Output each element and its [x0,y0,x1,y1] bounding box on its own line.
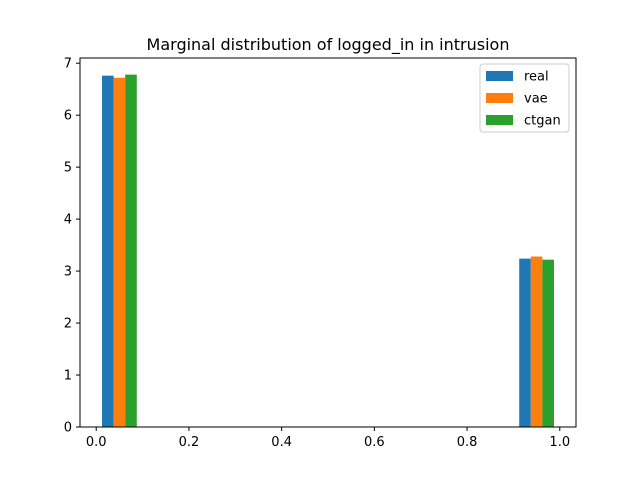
bar-ctgan-0 [125,74,137,427]
y-tick-label: 2 [64,317,72,332]
legend-swatch-ctgan [486,115,513,125]
bar-real-0 [102,75,114,428]
legend: real vae ctgan [479,63,570,133]
legend-swatch-real [486,71,513,81]
axes-layer: 0.0 0.2 0.4 0.6 0.8 1.0 0 1 2 3 4 5 6 7 [64,57,577,450]
y-tick-label: 0 [64,421,72,436]
legend-label-ctgan: ctgan [524,114,561,129]
bar-vae-1 [530,256,543,427]
y-tick-label: 5 [64,161,72,176]
chart-title: Marginal distribution of logged_in in in… [147,35,510,55]
bar-ctgan-1 [542,259,554,427]
y-tick-label: 7 [64,57,72,72]
x-tick-label: 0.8 [457,435,478,450]
x-tick-label: 0.6 [364,435,385,450]
legend-swatch-vae [486,93,513,103]
x-tick-label: 0.2 [179,435,200,450]
legend-label-vae: vae [524,92,548,107]
x-tick-label: 1.0 [549,435,570,450]
x-tick-label: 0.4 [271,435,292,450]
x-tick-label: 0.0 [86,435,107,450]
legend-label-real: real [524,70,549,85]
bar-real-1 [519,258,531,427]
bars-layer [102,74,554,428]
y-tick-label: 4 [64,213,72,228]
bar-vae-0 [113,77,126,427]
axes-frame [79,57,577,428]
y-tick-label: 3 [64,265,72,280]
y-tick-label: 1 [64,369,72,384]
y-tick-label: 6 [64,109,72,124]
